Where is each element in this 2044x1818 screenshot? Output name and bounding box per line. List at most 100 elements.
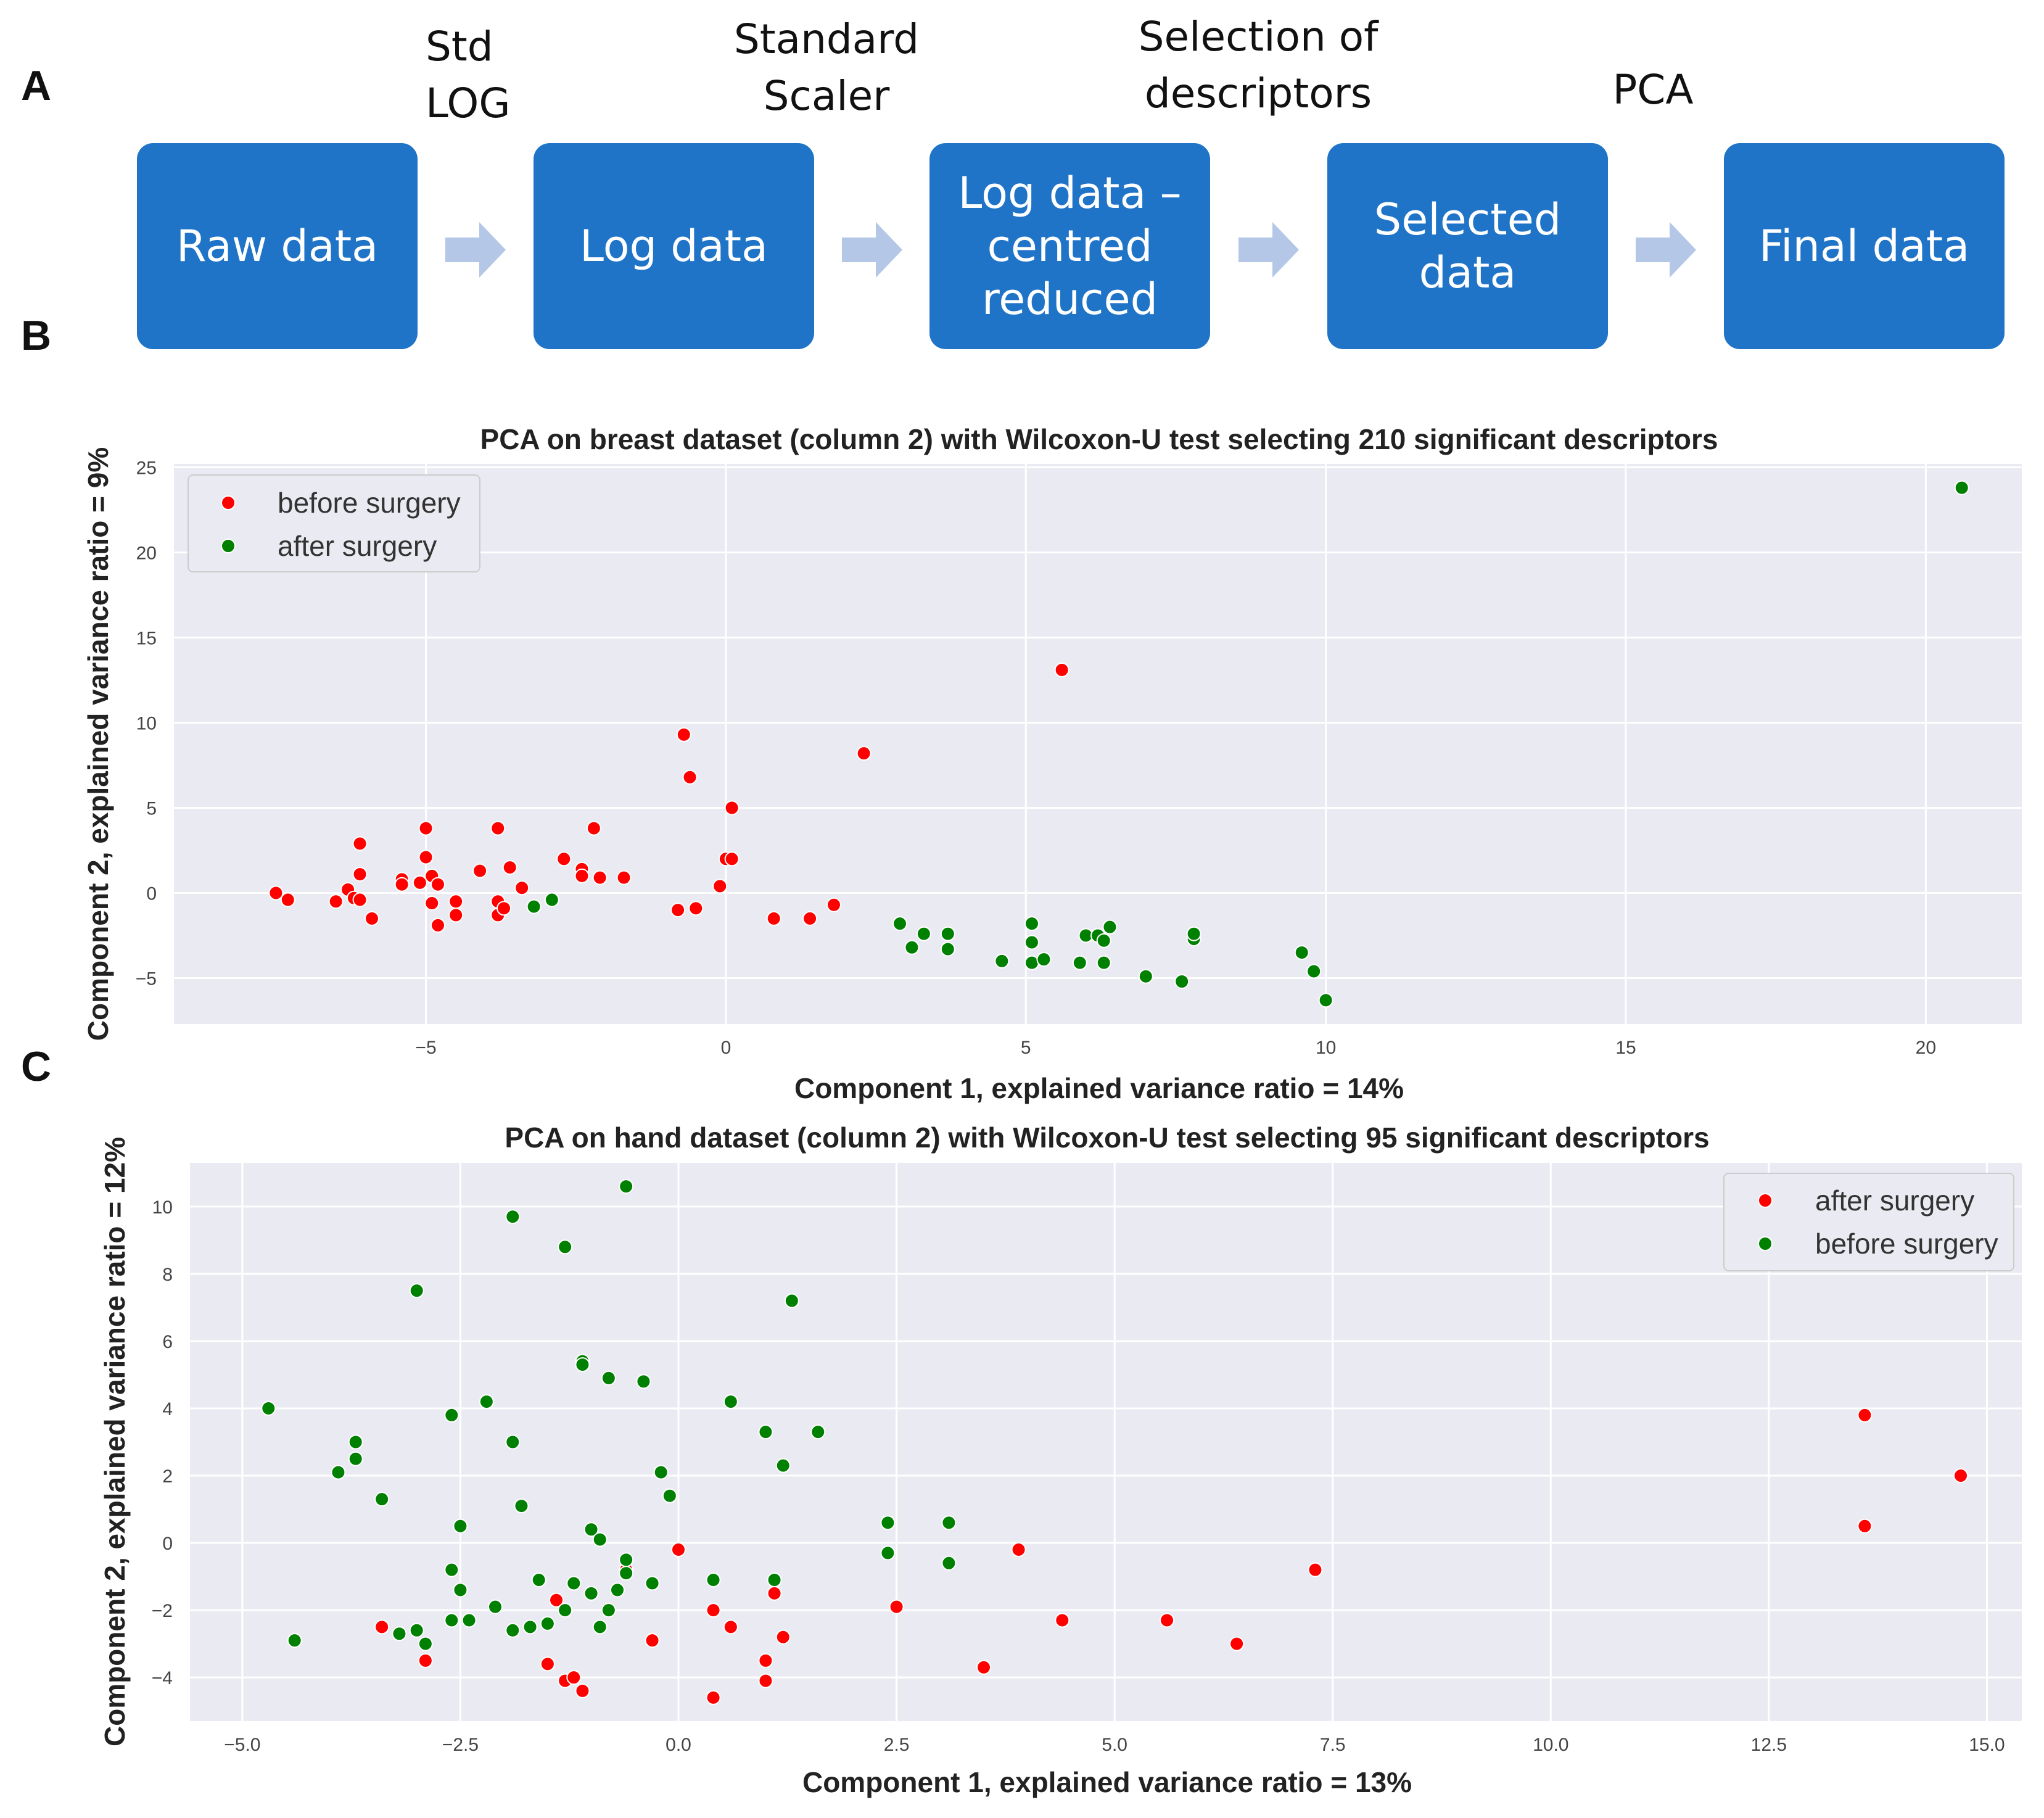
data-point bbox=[575, 1357, 590, 1373]
data-point bbox=[1036, 952, 1052, 967]
data-point bbox=[394, 877, 410, 892]
flow-arrow-2-icon bbox=[842, 222, 902, 278]
data-point bbox=[880, 1515, 896, 1531]
data-point bbox=[1054, 662, 1069, 677]
data-point bbox=[592, 870, 608, 885]
data-point bbox=[348, 1434, 363, 1450]
data-point bbox=[558, 1603, 573, 1618]
data-point bbox=[1306, 964, 1322, 979]
flow-box-centred-reduced-label: Log data – centred reduced bbox=[958, 168, 1182, 324]
data-point bbox=[1318, 993, 1333, 1008]
data-point bbox=[592, 1532, 608, 1547]
data-point bbox=[418, 849, 434, 865]
step-label-selection: Selection of descriptors bbox=[1138, 13, 1378, 117]
data-point bbox=[810, 1424, 826, 1440]
data-point bbox=[941, 1555, 957, 1571]
data-point bbox=[583, 1522, 599, 1537]
data-point bbox=[549, 1592, 564, 1608]
data-point bbox=[653, 1465, 669, 1480]
flow-arrow-4-icon bbox=[1636, 222, 1696, 278]
data-point bbox=[287, 1633, 302, 1648]
data-point bbox=[497, 901, 511, 916]
y-tick-label: 10 bbox=[152, 1197, 173, 1218]
data-point bbox=[916, 926, 931, 941]
data-point bbox=[418, 820, 434, 836]
flow-arrow-1-icon bbox=[445, 222, 506, 278]
data-point bbox=[479, 1394, 494, 1410]
data-point bbox=[645, 1633, 660, 1648]
data-point bbox=[619, 1566, 634, 1581]
x-tick-label: 10.0 bbox=[1533, 1735, 1568, 1755]
y-tick-label: 20 bbox=[136, 543, 157, 564]
data-point bbox=[1857, 1407, 1873, 1423]
data-point bbox=[574, 868, 590, 883]
y-tick-label: 2 bbox=[162, 1466, 173, 1487]
data-point bbox=[619, 1552, 634, 1568]
data-point bbox=[826, 897, 841, 912]
data-point bbox=[940, 941, 955, 957]
y-axis-label: Component 2, explained variance ratio = … bbox=[82, 447, 114, 1041]
data-point bbox=[682, 769, 698, 785]
legend-marker bbox=[221, 539, 236, 553]
data-point bbox=[610, 1582, 625, 1598]
data-point bbox=[505, 1622, 521, 1638]
x-tick-label: 5 bbox=[1021, 1038, 1031, 1058]
y-tick-label: 15 bbox=[136, 629, 157, 649]
data-point bbox=[409, 1283, 424, 1299]
data-point bbox=[601, 1603, 616, 1618]
data-point bbox=[444, 1613, 459, 1628]
x-tick-label: 20 bbox=[1916, 1038, 1936, 1058]
data-point bbox=[448, 907, 464, 923]
data-point bbox=[409, 1622, 424, 1638]
data-point bbox=[365, 911, 379, 926]
legend-label: before surgery bbox=[278, 487, 461, 519]
hand-pca-chart: PCA on hand dataset (column 2) with Wilc… bbox=[99, 1122, 2022, 1798]
legend-marker bbox=[1758, 1236, 1773, 1251]
breast-pca-chart: PCA on breast dataset (column 2) with Wi… bbox=[82, 423, 2022, 1104]
data-point bbox=[758, 1673, 773, 1688]
data-point bbox=[766, 911, 781, 926]
data-point bbox=[453, 1518, 468, 1534]
x-tick-label: 7.5 bbox=[1320, 1735, 1346, 1755]
data-point bbox=[448, 894, 464, 909]
data-point bbox=[575, 1683, 590, 1698]
legend-marker bbox=[221, 495, 236, 510]
data-point bbox=[431, 917, 445, 933]
data-point bbox=[1102, 919, 1118, 935]
y-tick-label: 25 bbox=[136, 458, 157, 479]
y-tick-label: −4 bbox=[152, 1668, 173, 1688]
data-point bbox=[724, 800, 740, 816]
data-point bbox=[1011, 1542, 1026, 1557]
data-point bbox=[1294, 945, 1309, 961]
data-point bbox=[889, 1599, 904, 1614]
data-point bbox=[444, 1407, 459, 1423]
data-point bbox=[522, 1619, 538, 1635]
data-point bbox=[514, 1498, 529, 1514]
data-point bbox=[619, 1179, 634, 1194]
data-point bbox=[880, 1545, 896, 1561]
flow-box-selected-data: Selected data bbox=[1327, 143, 1608, 349]
data-point bbox=[268, 885, 284, 901]
y-tick-label: 5 bbox=[146, 798, 157, 819]
data-point bbox=[767, 1585, 782, 1601]
data-point bbox=[352, 867, 368, 882]
data-point bbox=[767, 1572, 782, 1588]
data-point bbox=[706, 1603, 721, 1618]
y-tick-label: −2 bbox=[152, 1601, 173, 1621]
data-point bbox=[424, 896, 440, 911]
y-tick-label: 8 bbox=[162, 1265, 173, 1285]
data-point bbox=[775, 1458, 791, 1473]
flow-box-final-data-label: Final data bbox=[1758, 221, 1970, 271]
data-point bbox=[775, 1629, 791, 1645]
y-tick-label: 6 bbox=[162, 1332, 173, 1352]
data-point bbox=[1186, 926, 1201, 941]
step-label-pca: PCA bbox=[1612, 66, 1694, 114]
data-point bbox=[261, 1400, 276, 1416]
data-point bbox=[544, 892, 559, 907]
flow-box-final-data: Final data bbox=[1724, 143, 2005, 349]
x-tick-label: −5 bbox=[415, 1038, 436, 1058]
y-tick-label: 10 bbox=[136, 714, 157, 734]
data-point bbox=[472, 863, 488, 878]
data-point bbox=[566, 1670, 582, 1685]
data-point bbox=[688, 901, 704, 916]
